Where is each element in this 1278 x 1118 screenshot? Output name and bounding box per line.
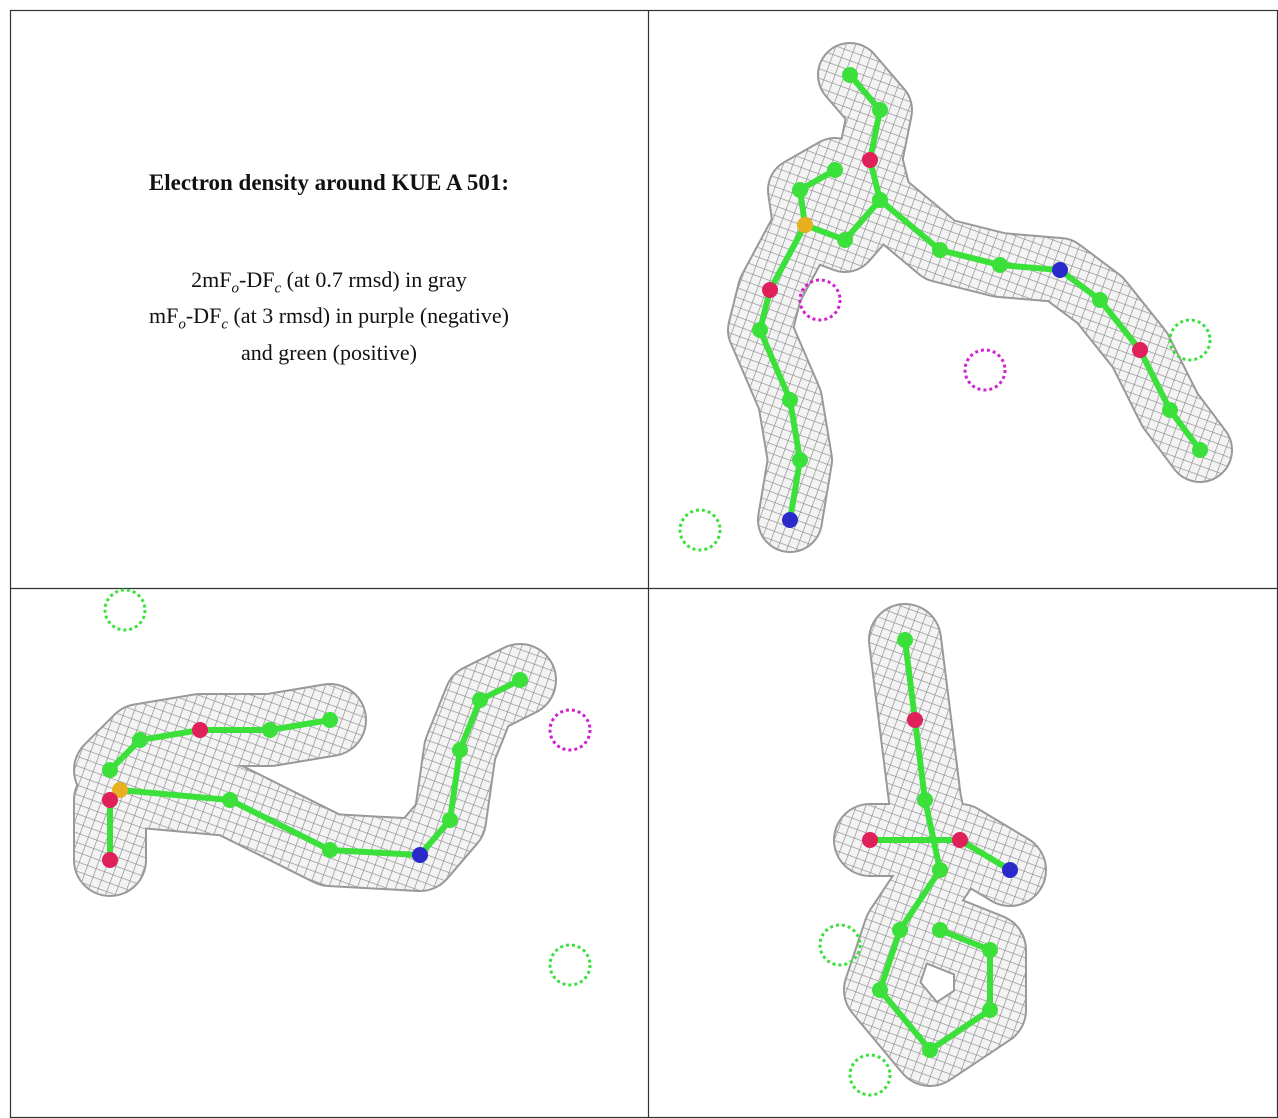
atom	[932, 922, 948, 938]
legend-text: c	[274, 280, 282, 297]
atom	[982, 1002, 998, 1018]
atom	[132, 732, 148, 748]
atom	[897, 632, 913, 648]
legend-text: -DF	[185, 303, 222, 329]
legend-text: -DF	[239, 267, 275, 292]
atom	[192, 722, 208, 738]
atom	[907, 712, 923, 728]
atom	[102, 762, 118, 778]
atom	[792, 452, 808, 468]
legend-line: mFo-DFc (at 3 rmsd) in purple (negative)	[12, 302, 646, 338]
atom	[827, 162, 843, 178]
difference-blob	[678, 508, 722, 552]
atom	[1092, 292, 1108, 308]
atom	[752, 322, 768, 338]
difference-blob	[548, 708, 592, 752]
legend-line: and green (positive)	[12, 339, 646, 367]
atom	[982, 942, 998, 958]
legend-text: o	[231, 280, 240, 297]
atom	[792, 182, 808, 198]
atom	[412, 847, 428, 863]
atom	[452, 742, 468, 758]
legend-text: o	[178, 316, 186, 333]
atom	[1002, 862, 1018, 878]
atom	[442, 812, 458, 828]
atom	[102, 852, 118, 868]
atom	[1052, 262, 1068, 278]
atom	[102, 792, 118, 808]
atom	[872, 982, 888, 998]
atom	[872, 102, 888, 118]
atom	[837, 232, 853, 248]
atom	[842, 67, 858, 83]
difference-blob	[1168, 318, 1212, 362]
difference-blob	[848, 1053, 892, 1097]
atom	[862, 832, 878, 848]
atom	[112, 782, 128, 798]
difference-blob	[103, 588, 147, 632]
caption-panel: Electron density around KUE A 501: 2mFo-…	[12, 12, 646, 586]
legend-text: 2mF	[191, 267, 232, 292]
atom	[512, 672, 528, 688]
difference-blob	[798, 278, 842, 322]
density-mesh	[729, 44, 1231, 551]
atom	[872, 192, 888, 208]
legend: 2mFo-DFc (at 0.7 rmsd) in gray mFo-DFc (a…	[12, 266, 646, 367]
atom	[922, 1042, 938, 1058]
atom	[782, 392, 798, 408]
atom	[932, 862, 948, 878]
legend-text: mF	[149, 303, 179, 329]
atom	[892, 922, 908, 938]
atom	[1192, 442, 1208, 458]
density-images	[73, 42, 1233, 1097]
legend-line: 2mFo-DFc (at 0.7 rmsd) in gray	[12, 266, 646, 302]
atom	[862, 152, 878, 168]
atom	[797, 217, 813, 233]
difference-blob	[818, 923, 862, 967]
atom	[917, 792, 933, 808]
atom	[992, 257, 1008, 273]
atom	[322, 842, 338, 858]
atom	[1132, 342, 1148, 358]
legend-text: (at 0.7 rmsd) in gray	[281, 267, 467, 292]
atom	[762, 282, 778, 298]
legend-text: and green (positive)	[241, 339, 417, 365]
atom	[222, 792, 238, 808]
difference-blob	[963, 348, 1007, 392]
legend-text: c	[221, 316, 228, 333]
atom	[322, 712, 338, 728]
atom	[952, 832, 968, 848]
atom	[782, 512, 798, 528]
legend-text: (at 3 rmsd) in purple (negative)	[227, 303, 509, 329]
atom	[1162, 402, 1178, 418]
atom	[472, 692, 488, 708]
caption-title: Electron density around KUE A 501:	[148, 170, 510, 195]
atom	[932, 242, 948, 258]
atom	[262, 722, 278, 738]
difference-blob	[548, 943, 592, 987]
